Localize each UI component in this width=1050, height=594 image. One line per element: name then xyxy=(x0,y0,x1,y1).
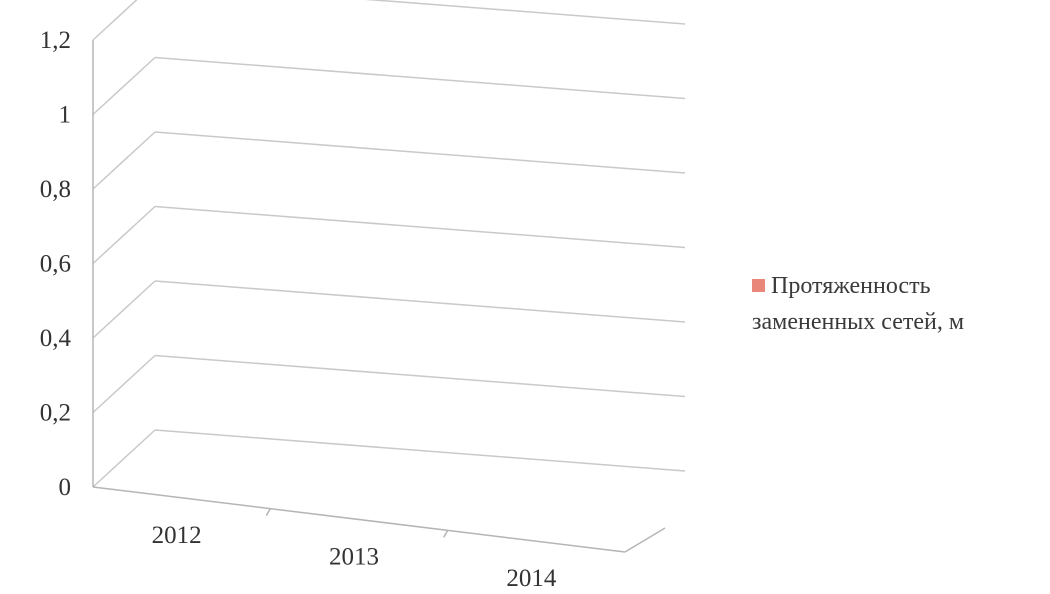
x-axis-line xyxy=(92,486,626,553)
gridline-back xyxy=(154,56,686,100)
y-tick-label: 0,6 xyxy=(40,251,71,278)
gridline-side xyxy=(92,280,156,339)
gridline-back xyxy=(365,0,686,25)
gridline-back xyxy=(154,205,686,249)
y-tick-label: 0,4 xyxy=(40,325,72,352)
x-tick-label: 2013 xyxy=(329,544,379,571)
x-tick-label: 2012 xyxy=(152,522,202,549)
gridline-side xyxy=(92,0,138,41)
gridline-side xyxy=(92,56,156,116)
y-tick-label: 1,2 xyxy=(40,27,71,54)
y-tick-label: 1 xyxy=(59,102,72,129)
x-tick-label: 2014 xyxy=(506,565,557,592)
floor-edge xyxy=(624,527,666,553)
y-tick-label: 0,2 xyxy=(40,400,71,427)
gridline-side xyxy=(92,205,156,265)
gridline-side xyxy=(92,354,156,414)
x-tick-mark xyxy=(443,529,449,538)
gridline-side xyxy=(92,429,156,488)
x-tick-mark xyxy=(265,508,271,517)
legend-swatch xyxy=(752,279,765,292)
x-tick-labels: 2012 2013 2014 xyxy=(152,508,557,592)
legend: Протяженность замененных сетей, м xyxy=(752,268,1042,340)
gridline-back xyxy=(154,280,686,323)
y-tick-labels: 0 0,2 0,4 0,6 0,8 1 1,2 xyxy=(40,27,72,501)
gridline-side xyxy=(92,131,156,190)
gridline-back xyxy=(154,131,686,174)
legend-label: Протяженность замененных сетей, м xyxy=(752,273,965,335)
axes xyxy=(92,40,666,553)
y-tick-label: 0 xyxy=(59,474,72,501)
gridline-back xyxy=(154,354,686,398)
y-tick-label: 0,8 xyxy=(40,176,71,203)
gridlines xyxy=(92,0,686,488)
gridline-back xyxy=(154,429,686,472)
